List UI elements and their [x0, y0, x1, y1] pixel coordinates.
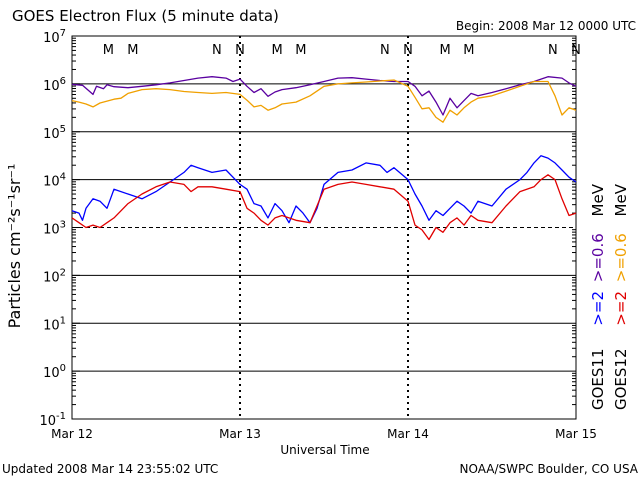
- x-tick-label-3: Mar 15: [555, 427, 597, 441]
- mn-marker-4: M: [271, 43, 282, 58]
- svg-text:GOES12 >=2 >=0.6: GOES12 >=2 >=0.6 MeV: [612, 183, 630, 410]
- minor-ticks: [72, 37, 576, 420]
- x-axis-label: Universal Time: [280, 443, 369, 457]
- y-tick-label-1: 106: [43, 76, 66, 94]
- legend-unit-2: MeV: [612, 183, 630, 216]
- y-tick-labels: 107 106 105 104 103 102 101 100 10-1: [39, 28, 66, 429]
- mn-marker-3: N: [235, 43, 245, 58]
- legend-goes12-label: GOES12: [612, 348, 630, 410]
- updated-label: Updated 2008 Mar 14 23:55:02 UTC: [2, 462, 218, 476]
- legend-goes11: GOES11 >=2 >=0.6 MeV: [589, 183, 607, 410]
- y-tick-label-3: 104: [43, 172, 66, 190]
- mn-marker-9: M: [463, 43, 474, 58]
- series-line-3: [71, 174, 577, 241]
- decade-grid-lines: [72, 83, 576, 372]
- legend-goes11-label: GOES11: [589, 348, 607, 410]
- y-tick-label-2: 105: [43, 124, 66, 142]
- mn-marker-6: N: [380, 43, 390, 58]
- day-boundary-lines: [239, 36, 409, 419]
- chart-title: GOES Electron Flux (5 minute data): [12, 7, 279, 25]
- mn-marker-5: M: [295, 43, 306, 58]
- legend-goes12: GOES12 >=2 >=0.6 MeV: [612, 183, 630, 410]
- mn-marker-10: N: [548, 43, 558, 58]
- y-axis-label: Particles cm⁻²s⁻¹sr⁻¹: [5, 164, 24, 329]
- y-tick-label-8: 10-1: [39, 411, 66, 429]
- legend-goes11-ge2: >=2: [589, 291, 607, 326]
- series-line-0: [71, 76, 577, 116]
- data-series: [71, 76, 577, 241]
- mn-marker-2: N: [212, 43, 222, 58]
- y-tick-label-4: 103: [43, 220, 66, 238]
- x-tick-label-2: Mar 14: [387, 427, 429, 441]
- mn-marker-8: M: [439, 43, 450, 58]
- legend-goes11-ge06: >=0.6: [589, 233, 607, 282]
- x-tick-labels: Mar 12 Mar 13 Mar 14 Mar 15: [51, 427, 597, 441]
- mn-marker-7: N: [403, 43, 413, 58]
- series-line-1: [71, 79, 577, 123]
- y-tick-label-6: 101: [43, 315, 66, 333]
- x-tick-label-1: Mar 13: [219, 427, 261, 441]
- y-tick-label-0: 107: [43, 28, 66, 46]
- mn-marker-11: N: [571, 43, 581, 58]
- legend-goes12-ge2: >=2: [612, 291, 630, 326]
- legend-unit-1: MeV: [589, 183, 607, 216]
- credit-label: NOAA/SWPC Boulder, CO USA: [460, 462, 639, 476]
- mn-marker-0: M: [103, 43, 114, 58]
- begin-label: Begin: 2008 Mar 12 0000 UTC: [456, 19, 636, 33]
- svg-text:GOES11 >=2 >=0.6: GOES11 >=2 >=0.6 MeV: [589, 183, 607, 410]
- x-tick-label-0: Mar 12: [51, 427, 93, 441]
- y-tick-label-5: 102: [43, 267, 66, 285]
- mn-marker-1: M: [127, 43, 138, 58]
- legend-goes12-ge06: >=0.6: [612, 233, 630, 282]
- y-tick-label-7: 100: [43, 363, 66, 381]
